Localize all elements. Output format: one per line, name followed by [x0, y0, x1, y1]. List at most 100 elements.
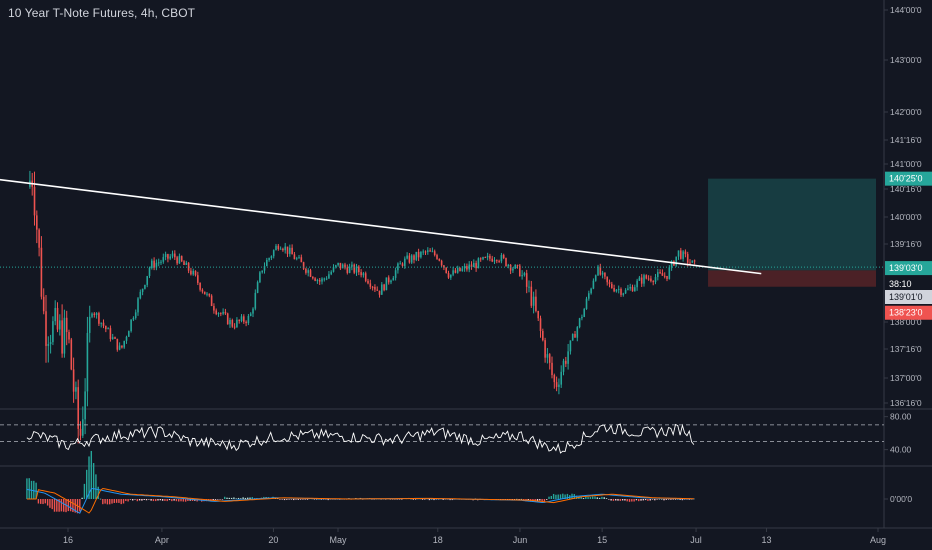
- candle-body-225[interactable]: [546, 354, 549, 358]
- candle-body-147[interactable]: [367, 280, 369, 284]
- candle-body-22[interactable]: [79, 428, 82, 436]
- candle-body-72[interactable]: [194, 270, 197, 276]
- candle-body-44[interactable]: [130, 319, 132, 332]
- candle-body-240[interactable]: [581, 316, 583, 319]
- candle-body-188[interactable]: [461, 268, 464, 272]
- candle-body-92[interactable]: [240, 316, 243, 321]
- candle-body-282[interactable]: [677, 250, 680, 257]
- candle-body-143[interactable]: [358, 266, 360, 273]
- candle-body-185[interactable]: [454, 270, 457, 273]
- candle-body-209[interactable]: [509, 264, 512, 271]
- candle-body-259[interactable]: [624, 290, 627, 294]
- candle-body-214[interactable]: [521, 275, 523, 277]
- candle-body-57[interactable]: [160, 261, 162, 263]
- candle-body-160[interactable]: [397, 263, 399, 271]
- candle-body-192[interactable]: [470, 264, 473, 268]
- candle-body-42[interactable]: [125, 336, 128, 341]
- candle-body-207[interactable]: [505, 258, 507, 267]
- candle-body-284[interactable]: [682, 251, 684, 259]
- candle-body-88[interactable]: [231, 319, 234, 327]
- candle-body-249[interactable]: [601, 272, 604, 275]
- candle-body-16[interactable]: [65, 317, 68, 333]
- candle-body-134[interactable]: [337, 262, 339, 266]
- candle-body-162[interactable]: [401, 263, 404, 266]
- candle-body-86[interactable]: [226, 313, 229, 325]
- candle-body-65[interactable]: [178, 256, 181, 264]
- candle-body-60[interactable]: [167, 254, 169, 259]
- candle-body-50[interactable]: [144, 284, 146, 289]
- candle-body-32[interactable]: [102, 322, 105, 326]
- candle-body-255[interactable]: [615, 289, 618, 292]
- candle-body-83[interactable]: [220, 313, 222, 315]
- candle-body-279[interactable]: [670, 261, 673, 268]
- candle-body-87[interactable]: [229, 319, 231, 325]
- candle-body-150[interactable]: [374, 286, 376, 290]
- candle-body-97[interactable]: [252, 308, 254, 314]
- candle-body-120[interactable]: [305, 268, 307, 273]
- candle-body-107[interactable]: [275, 245, 277, 251]
- candle-body-239[interactable]: [578, 318, 581, 328]
- candle-body-159[interactable]: [394, 270, 397, 278]
- candle-body-152[interactable]: [378, 290, 381, 295]
- candle-body-45[interactable]: [132, 318, 135, 320]
- candle-body-137[interactable]: [344, 264, 346, 268]
- trendline[interactable]: [0, 175, 762, 275]
- candle-body-286[interactable]: [686, 254, 689, 263]
- candle-body-106[interactable]: [272, 250, 275, 257]
- candle-body-199[interactable]: [486, 255, 489, 258]
- candle-body-216[interactable]: [525, 273, 528, 287]
- candle-body-19[interactable]: [72, 369, 75, 392]
- candle-body-223[interactable]: [542, 330, 544, 341]
- candle-body-13[interactable]: [59, 320, 61, 330]
- candle-body-212[interactable]: [516, 264, 519, 266]
- candle-body-54[interactable]: [153, 260, 155, 268]
- candle-body-64[interactable]: [176, 257, 178, 264]
- candle-body-98[interactable]: [254, 292, 257, 309]
- candle-body-289[interactable]: [693, 260, 696, 262]
- candle-body-39[interactable]: [118, 345, 121, 350]
- candle-body-11[interactable]: [54, 307, 57, 322]
- candle-body-132[interactable]: [332, 266, 335, 272]
- candle-body-215[interactable]: [523, 273, 526, 276]
- candle-body-114[interactable]: [291, 247, 293, 255]
- candle-body-156[interactable]: [387, 277, 390, 283]
- candle-body-274[interactable]: [659, 272, 661, 274]
- candle-body-66[interactable]: [180, 256, 183, 262]
- candle-body-43[interactable]: [128, 331, 130, 337]
- candle-body-163[interactable]: [404, 258, 406, 266]
- candle-body-287[interactable]: [689, 262, 691, 264]
- candle-body-236[interactable]: [571, 333, 574, 341]
- candle-body-205[interactable]: [500, 255, 503, 262]
- candle-body-166[interactable]: [410, 255, 413, 263]
- candle-body-243[interactable]: [588, 293, 590, 299]
- candle-body-182[interactable]: [447, 272, 450, 278]
- candle-body-7[interactable]: [45, 311, 47, 346]
- candle-body-193[interactable]: [473, 263, 475, 268]
- candle-body-18[interactable]: [70, 339, 73, 370]
- candle-body-41[interactable]: [123, 340, 126, 348]
- candle-body-165[interactable]: [408, 255, 411, 263]
- candle-body-257[interactable]: [620, 288, 622, 295]
- candle-body-154[interactable]: [383, 284, 385, 291]
- candle-body-245[interactable]: [592, 280, 595, 289]
- candle-body-252[interactable]: [608, 282, 611, 284]
- candle-body-235[interactable]: [569, 340, 572, 352]
- candle-body-251[interactable]: [606, 276, 609, 283]
- candle-body-256[interactable]: [617, 288, 620, 290]
- candle-body-125[interactable]: [316, 279, 319, 281]
- candle-body-56[interactable]: [157, 262, 160, 264]
- candle-body-172[interactable]: [424, 251, 427, 253]
- candle-body-130[interactable]: [328, 274, 330, 279]
- candle-body-224[interactable]: [544, 340, 546, 358]
- candle-body-76[interactable]: [203, 291, 206, 295]
- candle-body-47[interactable]: [137, 298, 139, 313]
- candle-body-179[interactable]: [440, 260, 443, 266]
- candle-body-99[interactable]: [256, 282, 259, 293]
- candle-body-63[interactable]: [174, 253, 176, 258]
- candle-body-168[interactable]: [415, 251, 418, 260]
- candle-body-3[interactable]: [36, 215, 38, 230]
- candle-body-48[interactable]: [139, 291, 142, 299]
- candle-body-117[interactable]: [298, 257, 300, 259]
- candle-body-176[interactable]: [433, 251, 436, 256]
